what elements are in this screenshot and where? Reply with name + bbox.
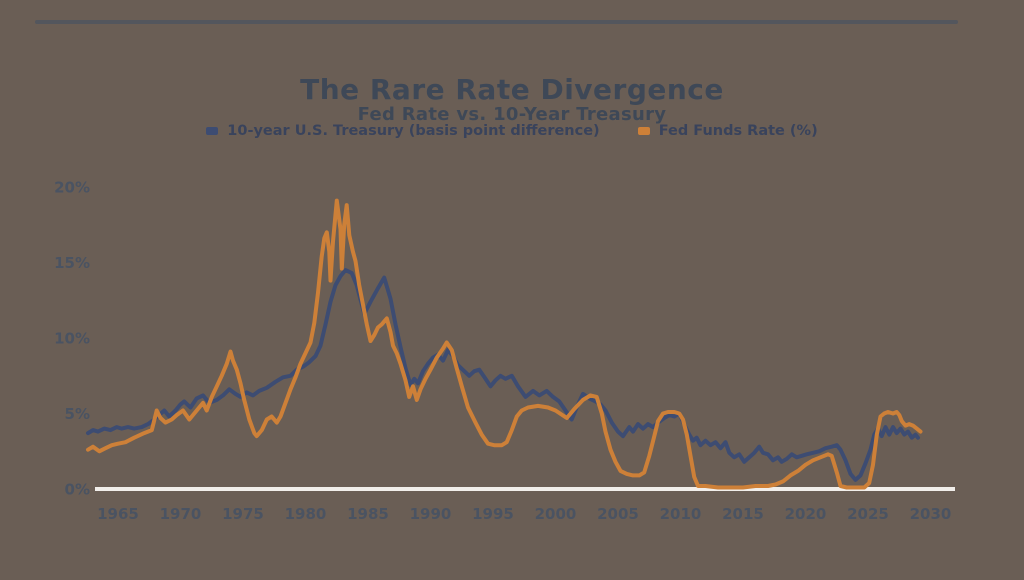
x-tick-label: 1980 (285, 505, 327, 523)
x-tick-label: 2000 (535, 505, 577, 523)
legend-item-treasury: 10-year U.S. Treasury (basis point diffe… (206, 123, 600, 139)
fed-funds-swatch-icon (637, 127, 650, 135)
x-tick-label: 2020 (785, 505, 827, 523)
x-tick-label: 1975 (222, 505, 264, 523)
x-tick-label: 1965 (97, 505, 139, 523)
fed-funds-legend-label: Fed Funds Rate (%) (658, 123, 818, 139)
treasury-legend-label: 10-year U.S. Treasury (basis point diffe… (227, 123, 600, 139)
y-tick-label: 0% (65, 481, 90, 499)
page-subtitle: Fed Rate vs. 10-Year Treasury (357, 103, 667, 125)
fed-funds-line (86, 198, 923, 490)
x-tick-label: 2010 (660, 505, 702, 523)
x-tick-label: 2005 (597, 505, 639, 523)
y-tick-label: 5% (65, 405, 90, 423)
x-tick-label: 2025 (847, 505, 889, 523)
treasury-swatch-icon (206, 127, 219, 135)
page-title: The Rare Rate Divergence (300, 72, 724, 106)
x-tick-label: 2030 (910, 505, 952, 523)
legend: 10-year U.S. Treasury (basis point diffe… (0, 123, 1024, 139)
x-tick-label: 1990 (410, 505, 452, 523)
x-tick-label: 1995 (472, 505, 514, 523)
legend-item-fed-funds: Fed Funds Rate (%) (637, 123, 818, 139)
x-tick-label: 1985 (347, 505, 389, 523)
x-tick-label: 1970 (160, 505, 202, 523)
x-tick-label: 2015 (722, 505, 764, 523)
y-tick-label: 10% (54, 330, 90, 348)
y-tick-label: 20% (54, 179, 90, 197)
y-tick-label: 15% (54, 254, 90, 272)
top-divider (35, 20, 958, 24)
treasury-line (86, 268, 920, 482)
